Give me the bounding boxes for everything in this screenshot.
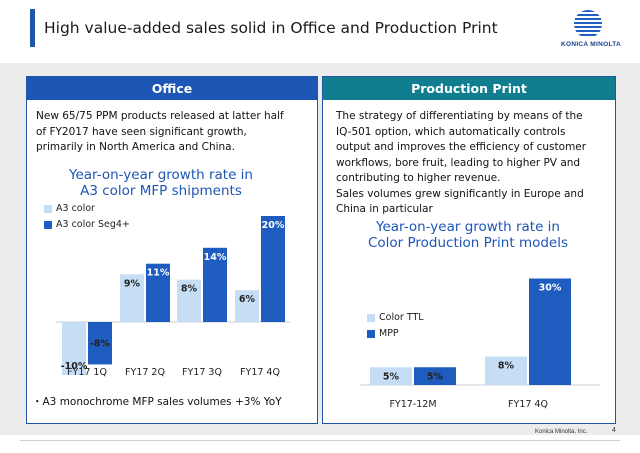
office-chart-title: Year-on-year growth rate in A3 color MFP… [36,167,286,199]
production-chart-title: Year-on-year growth rate in Color Produc… [337,219,599,251]
legend-item: A3 color [44,203,130,214]
office-category-label: FY17 4Q [240,367,280,378]
office-bar [120,274,144,322]
production-description-line: China in particular [336,203,433,215]
office-chart-title-line: A3 color MFP shipments [80,183,242,199]
footer-divider [20,440,620,441]
office-description-line: primarily in North America and China. [36,141,235,153]
office-data-label: 14% [204,252,227,263]
legend-label: MPP [379,328,399,339]
legend-item: A3 color Seg4+ [44,219,130,230]
production-description-line: The strategy of differentiating by means… [336,110,583,122]
office-description: New 65/75 PPM products released at latte… [36,109,284,156]
office-header: Office [27,77,317,100]
title-accent-bar [30,9,35,47]
production-description-line: Sales volumes grew significantly in Euro… [336,187,584,200]
office-chart-title-line: Year-on-year growth rate in [69,167,253,183]
legend-item: MPP [367,328,424,339]
logo-globe-icon [574,10,602,38]
production-chart-legend: Color TTL MPP [367,312,424,344]
production-chart-title-line: Color Production Print models [367,235,569,251]
office-category-label: FY17 3Q [182,367,222,378]
office-category-label: FY17 2Q [125,367,165,378]
production-description-line: contributing to higher revenue. [336,172,501,184]
office-description-line: New 65/75 PPM products released at latte… [36,110,284,122]
footer-company: Konica Minolta, Inc. [535,429,588,435]
office-description-line: of FY2017 have seen significant growth, [36,125,247,138]
production-description: The strategy of differentiating by means… [336,109,586,218]
office-chart-legend: A3 color A3 color Seg4+ [44,203,130,235]
office-bar [146,263,170,322]
office-data-label: 6% [239,294,256,305]
legend-swatch-dark [367,329,375,338]
konica-minolta-logo: KONICA MINOLTA [556,10,626,54]
office-data-label: -8% [90,338,111,349]
office-bar [88,322,112,365]
office-note: ・A3 monochrome MFP sales volumes +3% YoY [32,396,282,408]
page-number: 4 [612,427,616,434]
office-data-label: 11% [147,268,170,279]
office-bar [203,247,227,322]
office-data-label: 20% [262,220,285,231]
office-data-label: 8% [181,284,198,295]
production-chart-title-line: Year-on-year growth rate in [376,219,560,235]
office-bar [261,216,285,322]
legend-label: Color TTL [379,312,424,323]
office-data-label: -10% [61,361,88,372]
legend-swatch-light [44,204,52,213]
office-bar [177,279,201,322]
production-description-line: output and improves the efficiency of cu… [336,141,587,153]
slide-title: High value-added sales solid in Office a… [44,19,498,37]
legend-item: Color TTL [367,312,424,323]
legend-swatch-light [367,313,375,322]
logo-text: KONICA MINOLTA [560,41,622,48]
production-description-line: IQ-501 option, which automatically contr… [336,125,566,138]
office-data-label: 9% [124,278,141,289]
office-category-label: FY17 1Q [67,367,107,378]
office-bar [62,322,86,375]
production-header: Production Print [323,77,615,100]
legend-label: A3 color [56,203,95,214]
legend-label: A3 color Seg4+ [56,219,130,230]
office-bar [235,290,259,322]
production-description-line: workflows, bore fruit, leading to higher… [336,156,581,169]
legend-swatch-dark [44,220,52,229]
